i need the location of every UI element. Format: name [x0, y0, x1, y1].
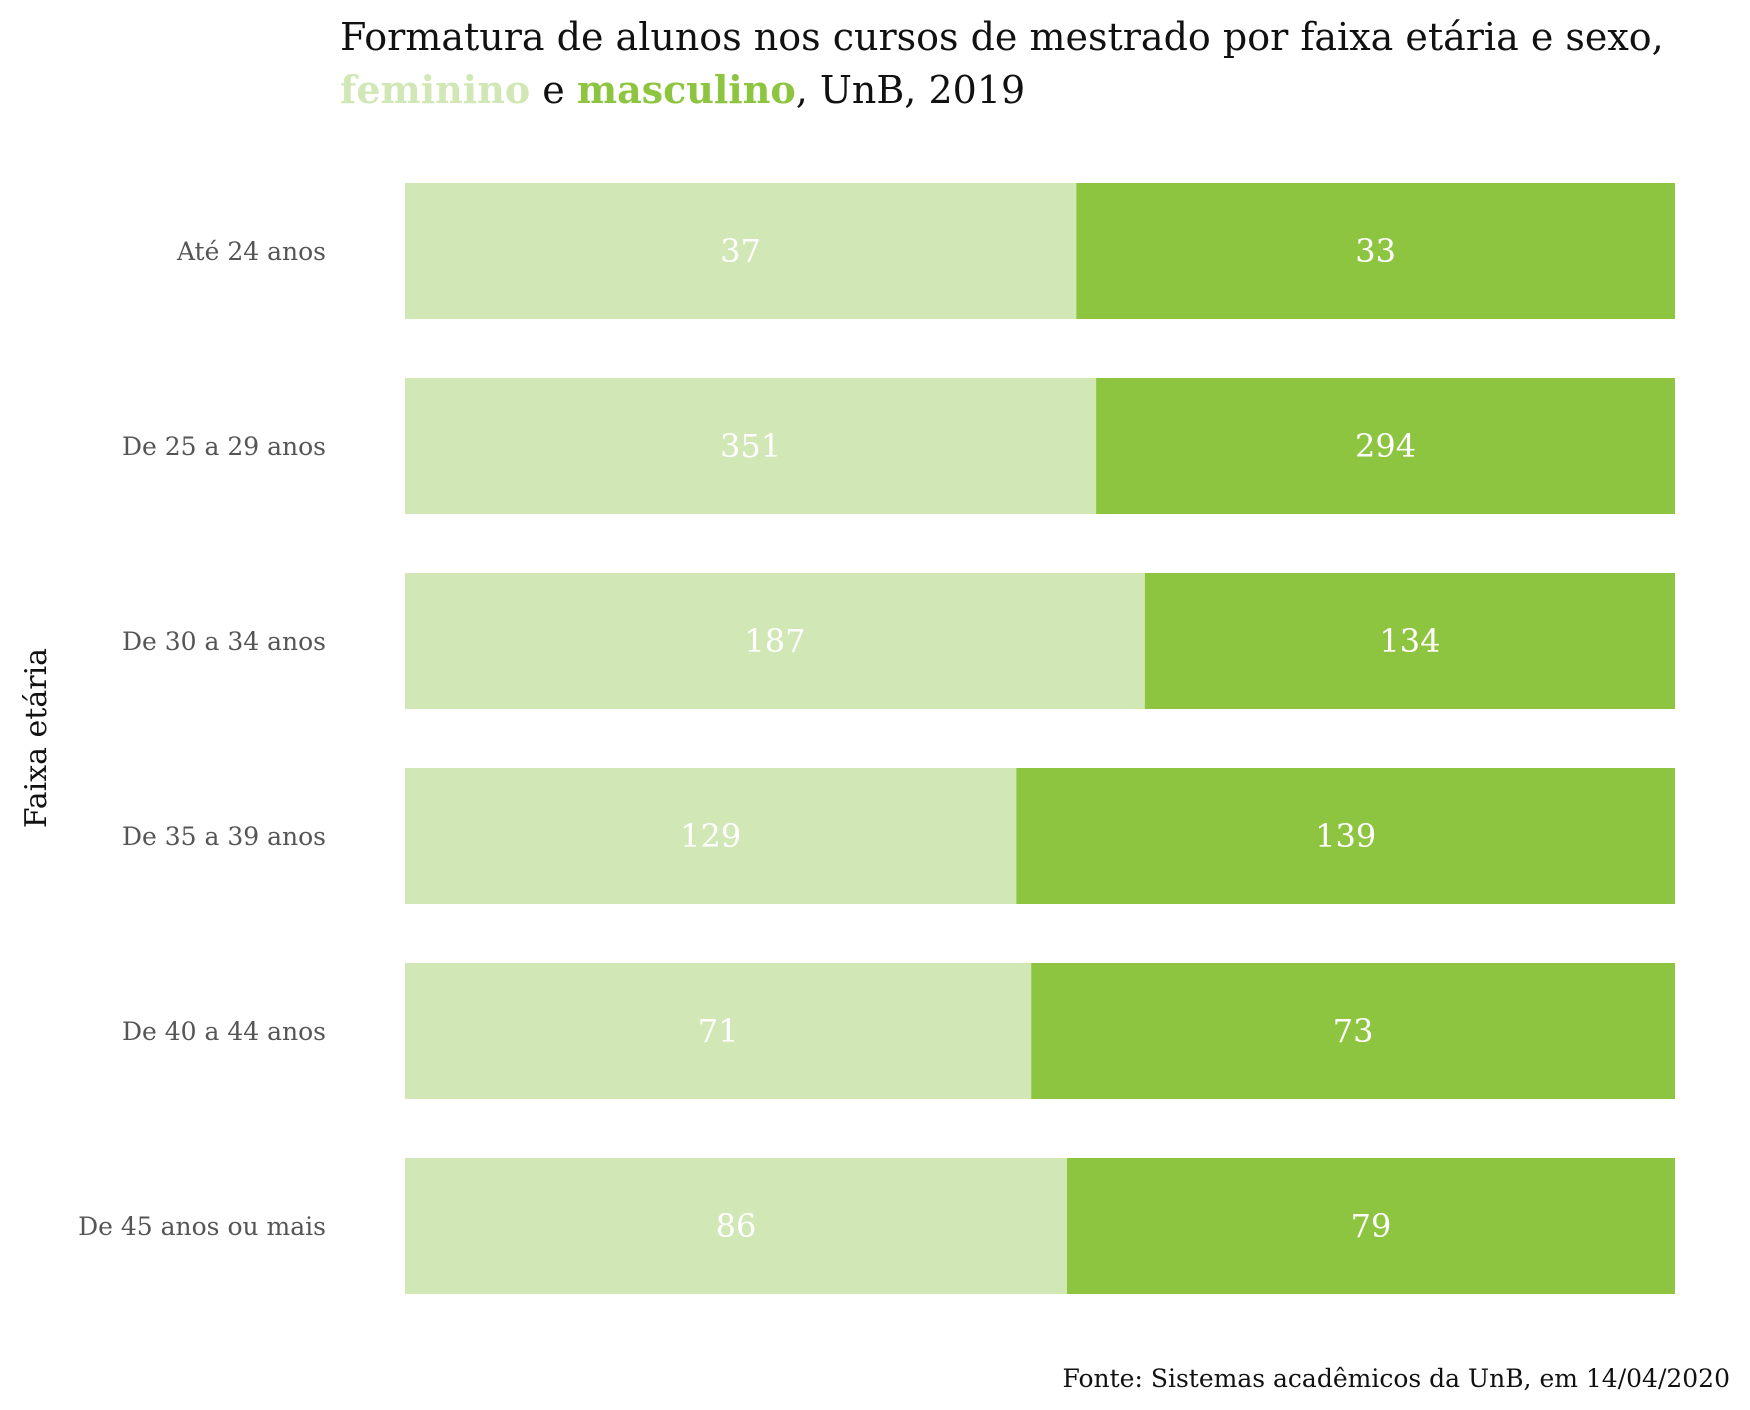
bar-masculino — [1066, 1158, 1675, 1294]
bar-label-masculino: 33 — [1355, 232, 1396, 270]
bar-masculino — [1076, 183, 1675, 319]
bar-label-feminino: 129 — [680, 817, 741, 855]
source-note: Fonte: Sistemas acadêmicos da UnB, em 14… — [1063, 1364, 1731, 1393]
bar-label-masculino: 294 — [1355, 427, 1416, 465]
bar-feminino — [405, 1158, 1067, 1294]
bar-label-feminino: 351 — [720, 427, 781, 465]
bar-label-feminino: 86 — [716, 1207, 757, 1245]
title-suffix: , UnB, 2019 — [796, 68, 1025, 112]
bar-label-feminino: 37 — [720, 232, 761, 270]
bar-masculino — [1144, 573, 1675, 709]
y-axis-title: Faixa etária — [19, 648, 54, 828]
category-label: De 30 a 34 anos — [122, 627, 326, 656]
bar-feminino — [405, 573, 1145, 709]
bar-feminino — [405, 378, 1097, 514]
chart-title-line1: Formatura de alunos nos cursos de mestra… — [340, 15, 1664, 59]
bar-label-masculino: 79 — [1351, 1207, 1392, 1245]
category-label: De 25 a 29 anos — [122, 432, 326, 461]
bar-label-masculino: 134 — [1379, 622, 1440, 660]
title-connector: e — [530, 68, 577, 112]
bar-label-feminino: 187 — [744, 622, 805, 660]
chart-title-line2: feminino e masculino, UnB, 2019 — [340, 67, 1025, 112]
bar-masculino — [1096, 378, 1675, 514]
bar-feminino — [405, 768, 1017, 904]
bar-label-feminino: 71 — [698, 1012, 739, 1050]
bar-feminino — [405, 963, 1032, 1099]
bar-label-masculino: 139 — [1315, 817, 1376, 855]
category-label: De 45 anos ou mais — [78, 1212, 326, 1241]
bar-feminino — [405, 183, 1077, 319]
category-label: De 40 a 44 anos — [122, 1017, 326, 1046]
legend-masculino: masculino — [577, 67, 796, 112]
bars-group: Até 24 anos 37 33 De 25 a 29 anos 351 294 De 3… — [78, 183, 1675, 1294]
bar-masculino — [1031, 963, 1675, 1099]
category-label: Até 24 anos — [176, 237, 326, 266]
bar-label-masculino: 73 — [1333, 1012, 1374, 1050]
legend-feminino: feminino — [340, 67, 530, 112]
category-label: De 35 a 39 anos — [122, 822, 326, 851]
bar-masculino — [1016, 768, 1675, 904]
